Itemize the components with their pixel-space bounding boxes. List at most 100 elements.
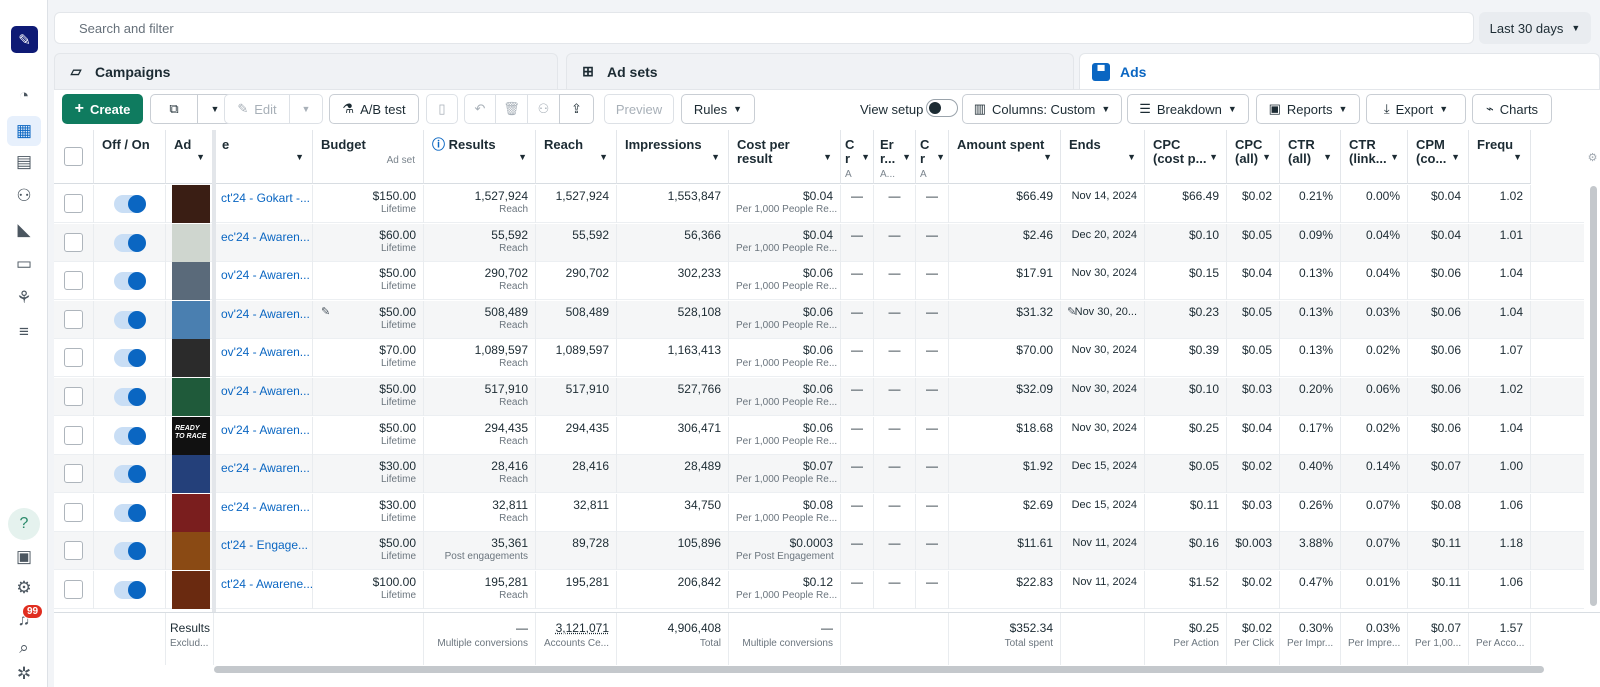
ad-thumbnail[interactable] [172, 185, 210, 223]
ad-on-off-toggle[interactable] [114, 581, 146, 599]
ad-on-off-toggle[interactable] [114, 310, 146, 329]
row-checkbox[interactable] [64, 348, 83, 368]
ad-on-off-toggle[interactable] [114, 426, 146, 445]
row-checkbox[interactable] [64, 580, 83, 599]
export-button[interactable]: ⤓ Export ▼ [1366, 94, 1466, 124]
ad-thumbnail[interactable] [172, 262, 210, 301]
ad-on-off-toggle[interactable] [114, 388, 146, 406]
ad-on-off-toggle[interactable] [114, 233, 146, 252]
ad-name-link[interactable]: ct'24 - Awarene... [221, 577, 313, 591]
header-cpm[interactable]: CPM (co... ▼ [1408, 130, 1469, 184]
business-network-icon[interactable]: ⚘ [16, 288, 32, 307]
duplicate-button[interactable]: ⧉ [150, 94, 198, 124]
rules-button[interactable]: Rules ▼ [681, 94, 755, 124]
table-row[interactable]: ec'24 - Awaren... $30.00 Lifetime 32,811 Rea… [54, 493, 1584, 532]
search-icon[interactable]: ⌕ [19, 638, 29, 657]
breakdown-button[interactable]: ☰ Breakdown ▼ [1127, 94, 1249, 124]
header-ad[interactable]: Ad ▼ [166, 130, 214, 184]
ad-thumbnail[interactable] [172, 378, 210, 416]
table-row[interactable]: READY TO RACE ov'24 - Awaren... $50.00 Life… [54, 416, 1584, 455]
select-all-checkbox[interactable] [64, 147, 83, 166]
table-row[interactable]: ov'24 - Awaren... $50.00 Lifetime 517,910 Re… [54, 378, 1584, 416]
tab-ad-sets[interactable]: ⊞ Ad sets [566, 53, 1074, 89]
table-row[interactable]: ov'24 - Awaren... $70.00 Lifetime 1,089,597… [54, 339, 1584, 378]
row-checkbox[interactable] [64, 194, 83, 213]
row-checkbox[interactable] [64, 387, 83, 406]
ad-name-link[interactable]: ov'24 - Awaren... [221, 306, 310, 321]
reports-icon[interactable]: ▣ [15, 547, 33, 566]
header-cpc-all[interactable]: CPC (all) ▼ [1227, 130, 1280, 184]
ad-name-link[interactable]: ct'24 - Gokart -... [221, 191, 310, 205]
audiences-icon[interactable]: ⚇ [16, 186, 32, 205]
menu-icon[interactable]: ≡ [19, 322, 29, 341]
header-name[interactable]: e ▼ [214, 130, 313, 184]
create-button[interactable]: + Create [62, 94, 143, 124]
charts-button[interactable]: ⌁ Charts [1472, 94, 1552, 124]
header-c1[interactable]: C r A ▼ [841, 130, 874, 184]
table-row[interactable]: ct'24 - Gokart -... $150.00 Lifetime 1,527,… [54, 185, 1584, 223]
header-ends[interactable]: Ends ▼ [1061, 130, 1145, 184]
row-checkbox[interactable] [64, 271, 83, 291]
settings-gear-icon[interactable]: ⚙ [16, 578, 32, 597]
date-range-picker[interactable]: Last 30 days ▼ [1479, 12, 1591, 44]
ad-name-link[interactable]: ct'24 - Engage... [221, 538, 309, 553]
columns-button[interactable]: ▥ Columns: Custom ▼ [962, 94, 1122, 124]
ad-name-link[interactable]: ov'24 - Awaren... [221, 268, 310, 283]
bug-report-icon[interactable]: ✲ [16, 664, 32, 683]
ad-thumbnail[interactable] [172, 493, 210, 532]
ad-thumbnail[interactable] [172, 223, 210, 262]
preview-button[interactable]: Preview [604, 94, 674, 124]
ad-name-link[interactable]: ov'24 - Awaren... [221, 345, 310, 360]
header-impressions[interactable]: Impressions ▼ [617, 130, 729, 184]
ad-on-off-toggle[interactable] [114, 272, 146, 291]
tag-button[interactable]: ⚇ [527, 94, 560, 124]
header-reach[interactable]: Reach ▼ [536, 130, 617, 184]
header-ctr-all[interactable]: CTR (all) ▼ [1280, 130, 1341, 184]
reports-button[interactable]: ▣ Reports ▼ [1256, 94, 1360, 124]
pencil-icon[interactable]: ✎ [1067, 305, 1077, 318]
share-button[interactable]: ⇪ [559, 94, 594, 124]
megaphone-icon[interactable]: ◣ [17, 220, 31, 239]
horizontal-scrollbar[interactable] [214, 666, 1544, 673]
header-cpc-cost[interactable]: CPC (cost p... ▼ [1145, 130, 1227, 184]
clipboard-button[interactable]: ▯ [426, 94, 458, 124]
ad-thumbnail[interactable] [172, 455, 210, 494]
help-icon[interactable]: ? [8, 508, 40, 540]
ad-name-link[interactable]: ov'24 - Awaren... [221, 384, 310, 398]
column-settings-icon[interactable]: ⚙ [1585, 130, 1600, 184]
table-row[interactable]: ec'24 - Awaren... $30.00 Lifetime 28,416 Rea… [54, 455, 1584, 494]
ad-on-off-toggle[interactable] [114, 349, 146, 368]
ad-name-link[interactable]: ov'24 - Awaren... [221, 422, 310, 437]
vertical-scrollbar[interactable] [1590, 186, 1597, 606]
ad-on-off-toggle[interactable] [114, 542, 146, 561]
row-checkbox[interactable] [64, 425, 83, 445]
header-budget[interactable]: Budget Ad set [313, 130, 424, 184]
header-results[interactable]: ⓘ Results ▼ [424, 130, 536, 184]
ad-on-off-toggle[interactable] [114, 465, 146, 484]
tab-campaigns[interactable]: ▱ Campaigns [54, 53, 558, 89]
meta-logo-icon[interactable]: ✎ [11, 26, 38, 53]
billing-card-icon[interactable]: ▭ [15, 254, 33, 273]
edit-button[interactable]: ✎ Edit [224, 94, 290, 124]
table-row[interactable]: ov'24 - Awaren... ✎ $50.00 Lifetime 508,489 R… [54, 300, 1584, 339]
ad-thumbnail[interactable] [172, 339, 210, 378]
ad-name-link[interactable]: ec'24 - Awaren... [221, 499, 310, 514]
dashboard-icon[interactable]: ◔ [18, 86, 30, 105]
ad-name-link[interactable]: ec'24 - Awaren... [221, 461, 310, 476]
table-row[interactable]: ov'24 - Awaren... $50.00 Lifetime 290,702 Re… [54, 262, 1584, 301]
pages-icon[interactable]: ▤ [15, 152, 33, 171]
row-checkbox[interactable] [64, 541, 83, 561]
table-row[interactable]: ec'24 - Awaren... $60.00 Lifetime 55,592 Rea… [54, 223, 1584, 262]
row-checkbox[interactable] [64, 309, 83, 329]
header-amount-spent[interactable]: Amount spent ▼ [949, 130, 1061, 184]
ads-table-icon[interactable]: ▦ [7, 116, 41, 146]
row-checkbox[interactable] [64, 502, 83, 522]
undo-button[interactable]: ↶ [464, 94, 496, 124]
ab-test-button[interactable]: ⚗ A/B test [329, 94, 419, 124]
edit-dropdown[interactable]: ▼ [289, 94, 323, 124]
header-frequency[interactable]: Frequ ▼ [1469, 130, 1531, 184]
row-checkbox[interactable] [64, 232, 83, 252]
header-c2[interactable]: Er r... A... ▼ [874, 130, 916, 184]
row-checkbox[interactable] [64, 464, 83, 484]
ad-thumbnail[interactable] [172, 571, 210, 609]
